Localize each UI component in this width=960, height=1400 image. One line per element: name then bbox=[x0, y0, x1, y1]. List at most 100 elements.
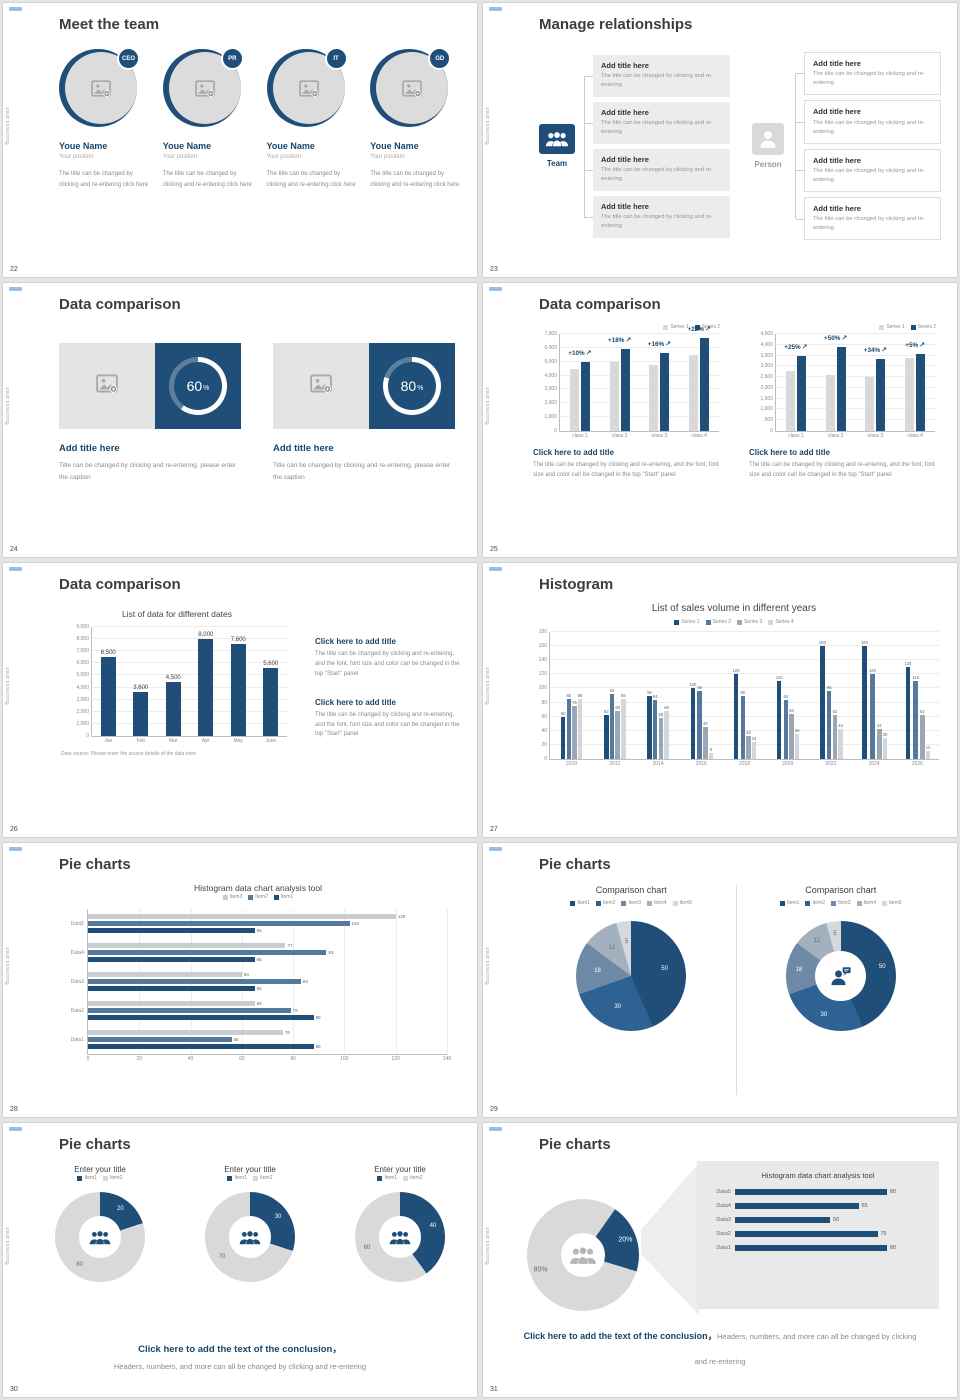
slide-28[interactable]: Business plan Pie charts Histogram data … bbox=[2, 842, 478, 1118]
relationship-diagram: Team Add title here The title can be chan… bbox=[533, 43, 941, 249]
x-axis-tick: class 3 bbox=[867, 433, 884, 439]
bar bbox=[870, 674, 875, 759]
hbar-line: 120 bbox=[88, 914, 447, 919]
slide-title: Pie charts bbox=[59, 856, 131, 873]
bar-group: 110 84 64 36 bbox=[766, 632, 809, 759]
slide-26[interactable]: Business plan Data comparison List of da… bbox=[2, 562, 478, 838]
team-member: IT Youe Name Your position The title can be… bbox=[266, 47, 358, 191]
bar bbox=[230, 643, 246, 736]
bar bbox=[569, 368, 579, 431]
hbar-line: 65 bbox=[88, 986, 447, 991]
y-axis-tick: 4,000 bbox=[76, 684, 89, 691]
bar bbox=[826, 691, 832, 759]
x-axis-tick: class 3 bbox=[651, 433, 668, 439]
legend-item: Series 1 bbox=[674, 619, 700, 625]
bar-wrap bbox=[569, 334, 579, 431]
bar bbox=[88, 921, 350, 926]
bar-value-label: 100 bbox=[689, 682, 697, 688]
y-axis-tick: 1,000 bbox=[76, 720, 89, 727]
bar-value-label: 56 bbox=[233, 1037, 239, 1042]
slide-31[interactable]: Business plan Pie charts 20% 80% Histogra… bbox=[482, 1122, 958, 1398]
bar-group: 6,500 bbox=[92, 627, 125, 736]
bar bbox=[660, 353, 670, 431]
slice-label: 80% bbox=[533, 1266, 548, 1274]
bar-value-label: 102 bbox=[351, 921, 360, 926]
slide-25[interactable]: Business plan Data comparison Series 1 Se… bbox=[482, 282, 958, 558]
brand-mark-icon bbox=[489, 1127, 502, 1131]
member-description: The title can be changed by clicking and… bbox=[59, 171, 149, 188]
legend-item: Item1 bbox=[273, 894, 293, 900]
bar-wrap: 120 bbox=[732, 632, 739, 759]
y-axis-tick: 7,000 bbox=[544, 331, 557, 337]
slide-number: 24 bbox=[10, 546, 18, 553]
legend-swatch bbox=[856, 900, 862, 906]
people-icon bbox=[88, 1230, 112, 1245]
bar-wrap: 120 bbox=[869, 632, 876, 759]
slide-30[interactable]: Business plan Pie charts Enter your titl… bbox=[2, 1122, 478, 1398]
x-axis-tick: 100 bbox=[340, 1056, 349, 1062]
bar-wrap: 160 bbox=[861, 632, 868, 759]
slice-label: 18 bbox=[594, 967, 601, 974]
bar bbox=[825, 374, 835, 431]
bar-group: 160 120 42 30 bbox=[853, 632, 896, 759]
bar-value-label: 90 bbox=[740, 689, 746, 695]
bar-value-label: 65 bbox=[256, 957, 262, 962]
member-avatar: IT bbox=[266, 47, 348, 129]
bar-value-label: 85 bbox=[621, 693, 626, 699]
member-name: Youe Name bbox=[59, 141, 108, 151]
bar-group: 60 85 75 85 bbox=[550, 632, 593, 759]
slide-22[interactable]: Business plan Meet the team CEO Youe Name… bbox=[2, 2, 478, 278]
bar-groups: +25%↗ +50%↗ +34%↗ +5%↗ bbox=[776, 334, 935, 431]
legend-label: Item1 bbox=[234, 1175, 247, 1181]
legend-swatch bbox=[77, 1175, 83, 1181]
comparison-panel: Comparison chart Item1 Item2 Item3 Item4 Ite… bbox=[735, 885, 946, 1095]
brand-mark-icon bbox=[489, 567, 502, 571]
gridline bbox=[776, 333, 935, 334]
member-position: Your position bbox=[266, 154, 301, 160]
group-percent-label: +18%↗ bbox=[608, 337, 632, 345]
box-title: Add title here bbox=[813, 58, 861, 68]
bar bbox=[88, 1030, 283, 1035]
legend-label: Series 4 bbox=[775, 619, 794, 625]
x-axis-tick: 40 bbox=[187, 1056, 194, 1062]
bar-value-label: 76 bbox=[284, 1030, 290, 1035]
people-icon bbox=[568, 1246, 598, 1265]
y-axis-tick: 0 bbox=[554, 428, 557, 434]
donut-hole bbox=[815, 950, 867, 1002]
slide-title: Data comparison bbox=[539, 296, 661, 313]
legend-label: Item2 bbox=[255, 894, 268, 900]
bar-wrap: 42 bbox=[877, 632, 882, 759]
bar-value-label: 50 bbox=[833, 1217, 840, 1223]
bar bbox=[913, 681, 918, 759]
slide-24[interactable]: Business plan Data comparison 60% Add ti… bbox=[2, 282, 478, 558]
legend-swatch bbox=[737, 619, 742, 625]
bar-value-label: 80 bbox=[890, 1245, 897, 1251]
conclusion-separator: ， bbox=[332, 1344, 342, 1355]
bar-value-label: 85 bbox=[577, 693, 583, 699]
legend-label: Item5 bbox=[889, 900, 902, 906]
donut-chart-graphic: 20 80 bbox=[55, 1192, 145, 1282]
bar-value-label: 12 bbox=[925, 744, 931, 750]
slice-label: 20 bbox=[117, 1205, 124, 1212]
legend-swatch bbox=[273, 894, 279, 900]
trend-arrow-icon: ↗ bbox=[841, 334, 848, 342]
slide-23[interactable]: Business plan Manage relationships Team … bbox=[482, 2, 958, 278]
box-title: Add title here bbox=[813, 155, 861, 165]
bar-wrap: 62 bbox=[604, 632, 609, 759]
side-label: Business plan bbox=[5, 387, 11, 425]
bar bbox=[735, 1217, 830, 1223]
legend-label: Series 2 bbox=[917, 324, 936, 330]
legend-label: Item1 bbox=[84, 1175, 97, 1181]
member-position: Your position bbox=[370, 154, 405, 160]
chart-title: List of data for different dates bbox=[122, 609, 232, 619]
y-axis-tick: 4,000 bbox=[544, 372, 557, 379]
bar-value-label: 3,600 bbox=[133, 685, 149, 692]
legend-swatch bbox=[674, 619, 680, 625]
gridline bbox=[550, 659, 939, 661]
slide-27[interactable]: Business plan Histogram List of sales vo… bbox=[482, 562, 958, 838]
image-placeholder bbox=[59, 343, 155, 429]
pie-chart-graphic: 50 30 18 12 5 bbox=[576, 921, 687, 1031]
slide-29[interactable]: Business plan Pie charts Comparison char… bbox=[482, 842, 958, 1118]
y-axis-tick: 6,000 bbox=[544, 344, 557, 351]
bar-group: +18%↗ bbox=[600, 334, 640, 431]
